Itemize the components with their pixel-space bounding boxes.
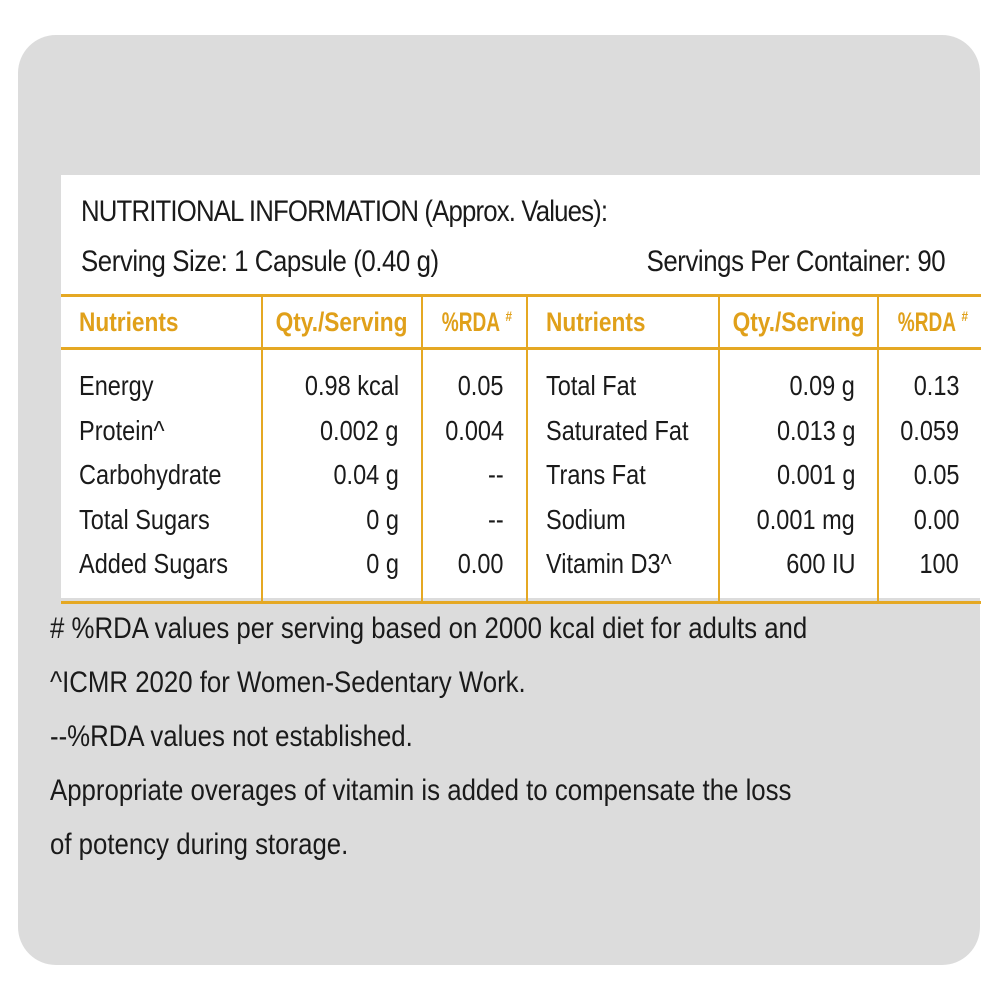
nutrient-rda: 0.004 xyxy=(444,414,504,446)
col-header-nutrients: Nutrients xyxy=(61,294,263,350)
nutrient-name: Trans Fat xyxy=(545,459,646,491)
footnote-icmr: ^ICMR 2020 for Women-Sedentary Work. xyxy=(50,666,526,699)
nutrient-qty: 0.001 g xyxy=(776,459,856,491)
nutrient-qty: 0.001 mg xyxy=(756,503,856,535)
nutrient-rda: 0.00 xyxy=(913,503,959,535)
footnotes: # %RDA values per serving based on 2000 … xyxy=(50,602,950,872)
nutrient-name: Saturated Fat xyxy=(545,414,689,446)
nutrient-name: Carbohydrate xyxy=(79,459,222,491)
nutrient-qty: 0.04 g xyxy=(333,459,399,491)
table-header-row: Nutrients Qty./Serving %RDA # Nutrients Q… xyxy=(61,294,981,350)
nutrient-rda: -- xyxy=(487,459,504,491)
nutrient-rda: -- xyxy=(487,503,504,535)
footnote-rda-basis: # %RDA values per serving based on 2000 … xyxy=(50,612,808,645)
table-row: Total Sugars 0 g -- Sodium 0.001 mg 0.00 xyxy=(61,497,981,542)
nutrient-name: Sodium xyxy=(545,503,626,535)
nutrient-rda: 0.05 xyxy=(913,459,959,491)
nutrient-rda: 0.13 xyxy=(913,370,959,402)
col-header-rda-2: %RDA # xyxy=(877,294,981,350)
nutrient-name: Protein^ xyxy=(79,414,165,446)
nutrient-qty: 0.002 g xyxy=(320,414,399,446)
col-header-rda: %RDA # xyxy=(420,294,527,350)
table-row: Added Sugars 0 g 0.00 Vitamin D3^ 600 IU… xyxy=(61,542,981,604)
nutrient-qty: 600 IU xyxy=(785,548,856,580)
footnote-overages-cont: of potency during storage. xyxy=(50,828,349,861)
table-row: Carbohydrate 0.04 g -- Trans Fat 0.001 g… xyxy=(61,453,981,498)
col-header-nutrients-2: Nutrients xyxy=(525,294,719,350)
nutrient-rda: 0.059 xyxy=(900,414,959,446)
footnote-not-established: --%RDA values not established. xyxy=(50,720,413,753)
table-row: Protein^ 0.002 g 0.004 Saturated Fat 0.0… xyxy=(61,408,981,453)
nutrient-name: Energy xyxy=(79,370,154,402)
nutrient-name: Total Fat xyxy=(545,370,636,402)
nutrient-rda: 0.05 xyxy=(457,370,504,402)
serving-size: Serving Size: 1 Capsule (0.40 g) xyxy=(81,245,439,278)
nutrient-qty: 0.09 g xyxy=(789,370,856,402)
nutrient-qty: 0.98 kcal xyxy=(304,370,399,402)
nutrient-rda: 100 xyxy=(919,548,959,580)
nutrient-name: Total Sugars xyxy=(79,503,210,535)
nutrition-panel: NUTRITIONAL INFORMATION (Approx. Values)… xyxy=(61,175,981,604)
nutrition-card: NUTRITIONAL INFORMATION (Approx. Values)… xyxy=(18,35,981,965)
nutrient-qty: 0 g xyxy=(366,503,399,535)
col-header-qty: Qty./Serving xyxy=(261,294,422,350)
nutrient-rda: 0.00 xyxy=(457,548,504,580)
page-title: NUTRITIONAL INFORMATION (Approx. Values)… xyxy=(81,195,608,228)
col-header-qty-2: Qty./Serving xyxy=(717,294,879,350)
table-row: Energy 0.98 kcal 0.05 Total Fat 0.09 g 0… xyxy=(61,348,981,409)
footnote-overages: Appropriate overages of vitamin is added… xyxy=(50,774,792,807)
nutrition-table: Nutrients Qty./Serving %RDA # Nutrients Q… xyxy=(61,294,981,604)
nutrient-qty: 0.013 g xyxy=(776,414,856,446)
nutrient-name: Vitamin D3^ xyxy=(545,548,672,580)
nutrient-qty: 0 g xyxy=(366,548,399,580)
nutrient-name: Added Sugars xyxy=(79,548,229,580)
servings-per-container: Servings Per Container: 90 xyxy=(646,245,945,278)
